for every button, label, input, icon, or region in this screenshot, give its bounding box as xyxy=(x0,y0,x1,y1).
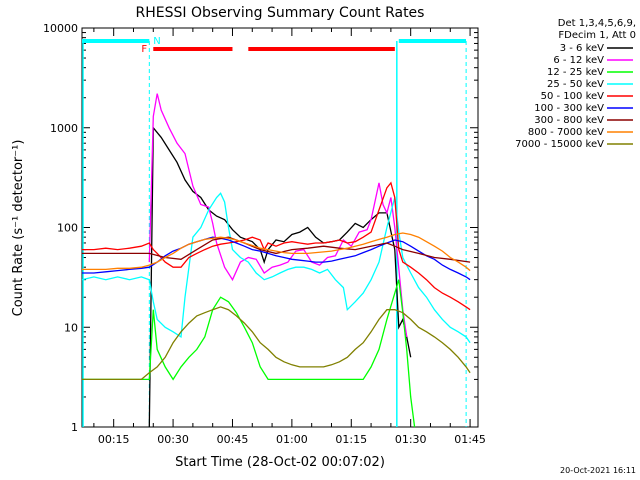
legend-label: 300 - 800 keV xyxy=(534,115,604,126)
legend: Det 1,3,4,5,6,9,FDecim 1, Att 0 3 - 6 keV… xyxy=(515,18,636,150)
x-axis: 00:15 00:30 00:45 01:00 01:15 01:30 01:45 xyxy=(93,28,486,446)
legend-label: 12 - 25 keV xyxy=(547,67,604,78)
timestamp: 20-Oct-2021 16:11 xyxy=(560,466,636,475)
y-tick-label: 10000 xyxy=(43,22,78,35)
series-line-3 xyxy=(81,192,471,344)
series-line-0 xyxy=(148,126,412,428)
x-tick-label: 01:30 xyxy=(395,433,427,446)
series-line-6 xyxy=(82,236,471,263)
series-line-2 xyxy=(82,279,416,428)
x-tick-label: 01:45 xyxy=(454,433,486,446)
legend-label: 7000 - 15000 keV xyxy=(515,139,604,150)
legend-header: Det 1,3,4,5,6,9, xyxy=(558,18,636,29)
legend-label: 800 - 7000 keV xyxy=(528,127,604,138)
legend-header: FDecim 1, Att 0 xyxy=(558,30,636,41)
x-axis-label: Start Time (28-Oct-02 00:07:02) xyxy=(175,455,385,470)
y-tick-label: 1 xyxy=(71,421,78,434)
y-tick-label: 1000 xyxy=(50,122,78,135)
series-lines xyxy=(81,93,471,428)
series-line-5 xyxy=(82,236,471,281)
series-line-4 xyxy=(82,181,471,311)
flag-markers: FN xyxy=(82,36,467,427)
legend-label: 100 - 300 keV xyxy=(534,103,604,114)
legend-label: 3 - 6 keV xyxy=(560,43,604,54)
series-line-7 xyxy=(82,232,471,272)
series-line-8 xyxy=(82,306,471,381)
legend-label: 50 - 100 keV xyxy=(541,91,605,102)
x-tick-label: 00:30 xyxy=(157,433,189,446)
x-tick-label: 01:15 xyxy=(335,433,367,446)
y-tick-label: 100 xyxy=(57,222,78,235)
x-tick-label: 00:45 xyxy=(217,433,249,446)
x-tick-label: 01:00 xyxy=(276,433,308,446)
legend-label: 6 - 12 keV xyxy=(553,55,604,66)
plot-frame xyxy=(81,27,479,428)
night-flag-label: N xyxy=(153,36,160,47)
y-axis-label: Count Rate (s⁻¹ detector⁻¹) xyxy=(11,140,26,317)
y-axis: 1 10 100 1000 10000 xyxy=(43,22,478,434)
series-line-1 xyxy=(148,93,408,337)
legend-label: 25 - 50 keV xyxy=(547,79,604,90)
chart-title: RHESSI Observing Summary Count Rates xyxy=(136,5,425,21)
x-tick-label: 00:15 xyxy=(98,433,130,446)
flare-flag-label: F xyxy=(141,44,147,55)
y-tick-label: 10 xyxy=(64,321,78,334)
